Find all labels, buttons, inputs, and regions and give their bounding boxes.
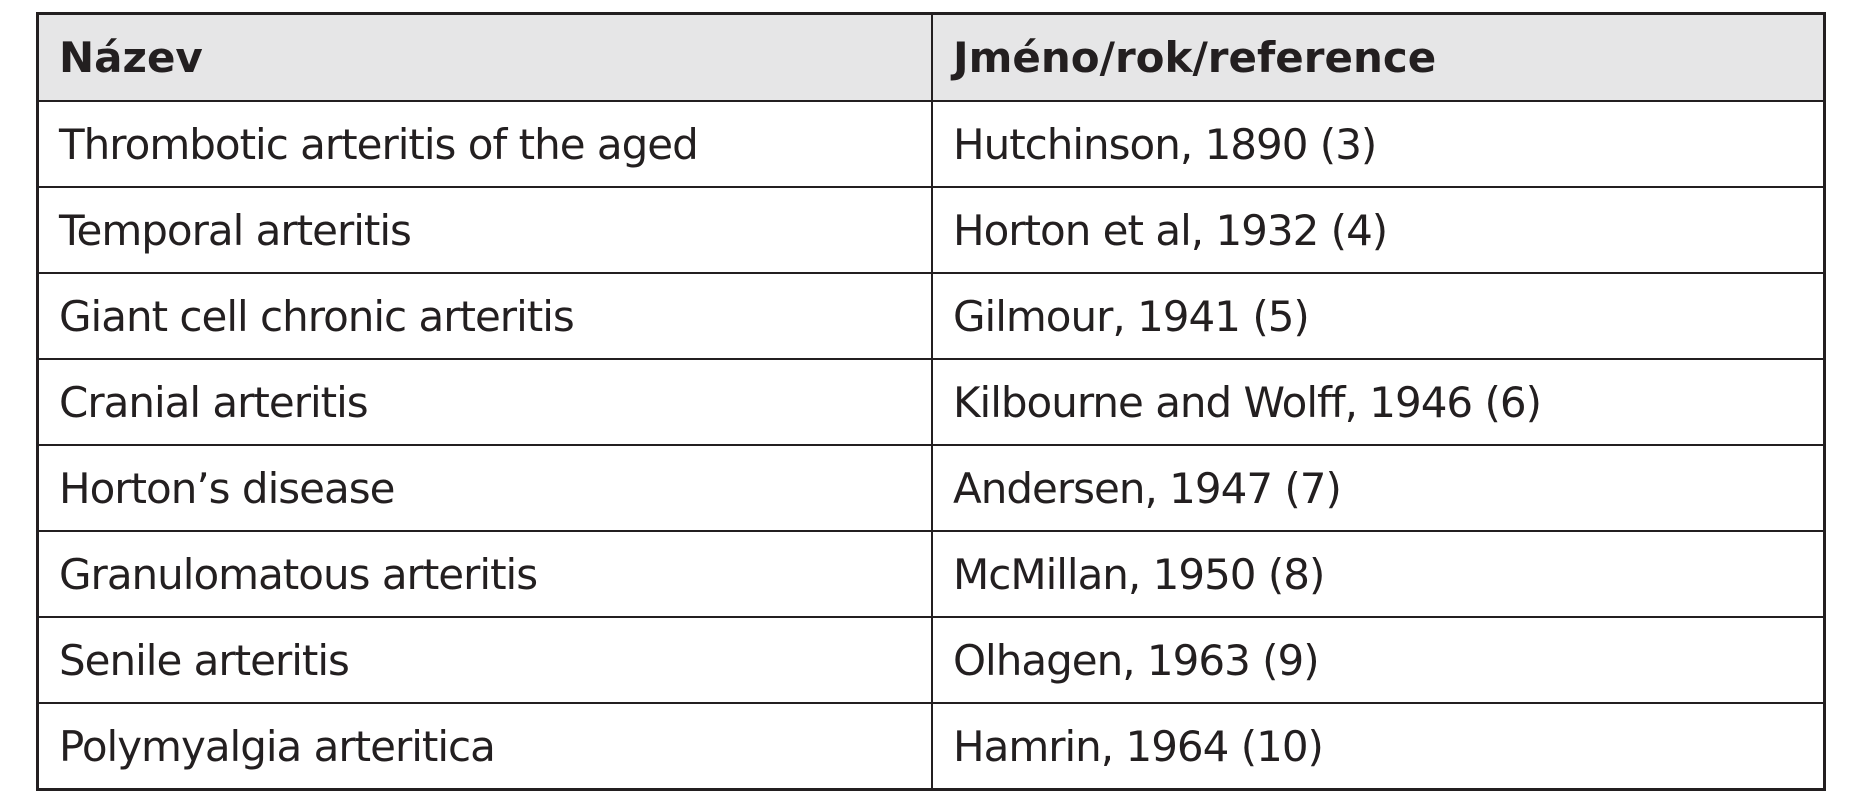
table-row: Senile arteritis Olhagen, 1963 (9) [36, 616, 1826, 704]
table-cell: Cranial arteritis [36, 358, 933, 446]
table-cell: Andersen, 1947 (7) [931, 444, 1826, 532]
table-cell: Hutchinson, 1890 (3) [931, 100, 1826, 188]
table-cell: Horton et al, 1932 (4) [931, 186, 1826, 274]
table-cell: Horton’s disease [36, 444, 933, 532]
table-cell: Giant cell chronic arteritis [36, 272, 933, 360]
table-cell: Gilmour, 1941 (5) [931, 272, 1826, 360]
table-head: Název Jméno/rok/reference [36, 12, 1826, 102]
table-cell: Hamrin, 1964 (10) [931, 702, 1826, 791]
data-table: Název Jméno/rok/reference Thrombotic art… [36, 12, 1826, 791]
table-cell: Granulomatous arteritis [36, 530, 933, 618]
table-row: Granulomatous arteritis McMillan, 1950 (8… [36, 530, 1826, 618]
table-cell: Polymyalgia arteritica [36, 702, 933, 791]
table-row: Cranial arteritis Kilbourne and Wolff, 19… [36, 358, 1826, 446]
table-row: Temporal arteritis Horton et al, 1932 (4) [36, 186, 1826, 274]
table-cell: McMillan, 1950 (8) [931, 530, 1826, 618]
header-row: Název Jméno/rok/reference [36, 12, 1826, 102]
table-cell: Kilbourne and Wolff, 1946 (6) [931, 358, 1826, 446]
table-row: Horton’s disease Andersen, 1947 (7) [36, 444, 1826, 532]
table-body: Thrombotic arteritis of the aged Hutchins… [36, 100, 1826, 791]
table-row: Polymyalgia arteritica Hamrin, 1964 (10) [36, 702, 1826, 791]
table-row: Thrombotic arteritis of the aged Hutchins… [36, 100, 1826, 188]
header-cell: Název [36, 12, 933, 102]
table-row: Giant cell chronic arteritis Gilmour, 194… [36, 272, 1826, 360]
header-cell: Jméno/rok/reference [931, 12, 1826, 102]
table-cell: Thrombotic arteritis of the aged [36, 100, 933, 188]
table-cell: Senile arteritis [36, 616, 933, 704]
table-cell: Olhagen, 1963 (9) [931, 616, 1826, 704]
table-cell: Temporal arteritis [36, 186, 933, 274]
